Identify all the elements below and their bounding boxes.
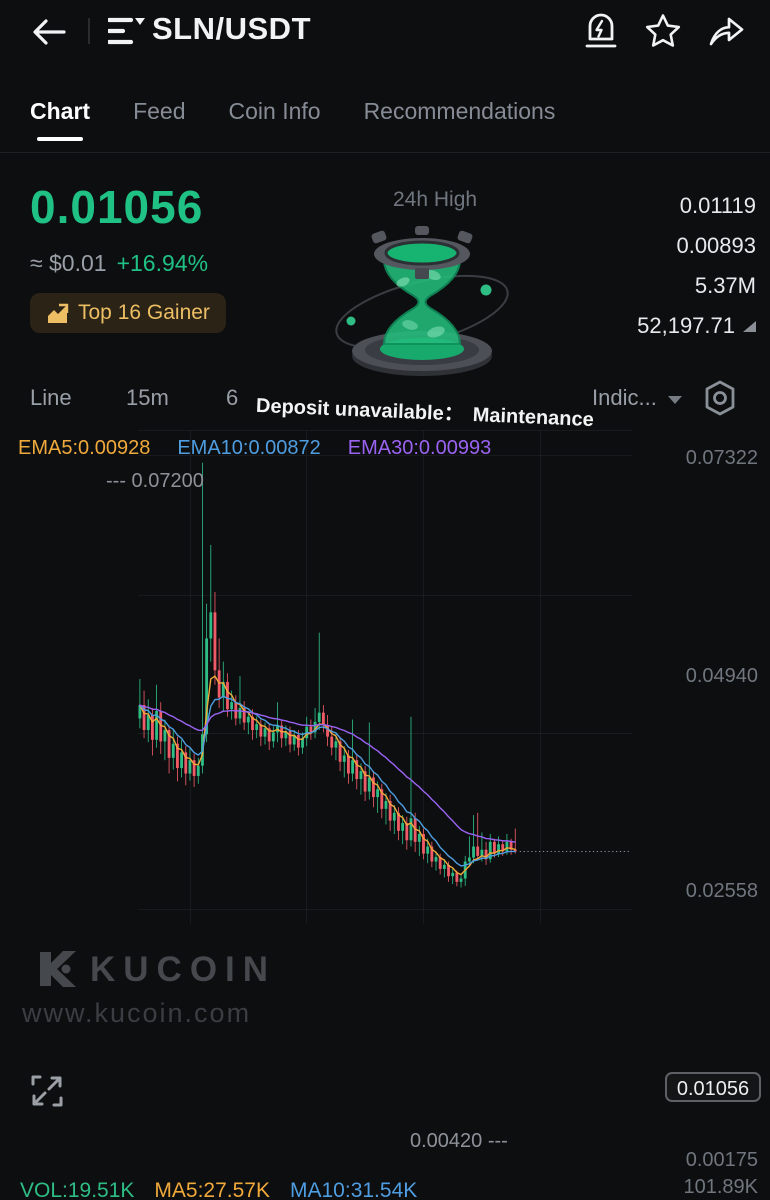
axis-price-2: 0.04940 [685, 665, 758, 687]
stats-column: 0.01119 0.00893 5.37M 52,197.71 [637, 186, 756, 346]
kucoin-watermark-text: KUCOIN [90, 950, 277, 989]
stat-24h-turnover-value: 52,197.71 [637, 306, 756, 346]
tab-coin-info[interactable]: Coin Info [228, 98, 321, 124]
current-price-tag: 0.01056 [665, 1072, 761, 1102]
interval-button[interactable]: 15m [126, 385, 169, 410]
legend-ema30: EMA30:0.00993 [347, 437, 492, 459]
volume-indicator-row: VOL:19.51K MA5:27.57K MA10:31.54K [20, 1179, 417, 1200]
ema-legend: EMA5:0.00928 EMA10:0.00872 EMA30:0.00993 [18, 437, 491, 460]
share-icon[interactable] [707, 12, 747, 50]
deposit-maintenance-notice: Deposit unavailable： Maintenance [256, 389, 595, 432]
turnover-expand-icon[interactable] [743, 320, 756, 332]
top-gainer-badge[interactable]: Top 16 Gainer [30, 293, 226, 333]
change-percent: +16.94% [116, 250, 209, 276]
tabs-divider [0, 152, 770, 153]
tab-bar: Chart Feed Coin Info Recommendations [30, 98, 556, 141]
last-price: 0.01056 [30, 181, 204, 233]
chart-type-button[interactable]: Line [30, 385, 72, 410]
favorite-star-icon[interactable] [644, 13, 682, 49]
stat-24h-low-value: 0.00893 [676, 233, 756, 258]
topbar-divider [88, 18, 90, 44]
badge-label: Top 16 Gainer [78, 301, 210, 324]
stat-24h-volume-value: 5.37M [694, 273, 756, 298]
back-arrow-icon[interactable] [28, 13, 68, 51]
kucoin-watermark-url: www.kucoin.com [22, 998, 252, 1028]
fiat-value: ≈ $0.01 [30, 250, 107, 276]
axis-price-3: 0.02558 [685, 880, 758, 902]
axis-price-4: 0.00175 [685, 1149, 758, 1171]
vol-ma5: MA5:27.57K [154, 1179, 270, 1200]
kucoin-logo-icon [40, 951, 76, 987]
notice-text: Maintenance [472, 404, 595, 432]
axis-volume-max: 101.89K [683, 1176, 758, 1198]
maintenance-hourglass-illustration [335, 226, 509, 376]
chart-settings-icon[interactable] [699, 377, 741, 419]
tab-feed[interactable]: Feed [133, 98, 186, 124]
candlestick-chart[interactable] [0, 430, 770, 1200]
session-low-label: 0.00420 --- [410, 1130, 508, 1152]
stat-label-24h-high: 24h High [393, 188, 478, 211]
fullscreen-expand-icon[interactable] [26, 1070, 68, 1112]
markets-menu-icon[interactable] [108, 17, 148, 47]
stat-24h-high-value: 0.01119 [679, 193, 756, 218]
indicator-dropdown[interactable]: Indic... [592, 385, 682, 411]
active-tab-underline [37, 137, 84, 141]
legend-ema10: EMA10:0.00872 [177, 437, 321, 459]
pair-title: SLN/USDT [152, 11, 311, 46]
fiat-and-change: ≈ $0.01 +16.94% [30, 250, 208, 277]
vol-value: VOL:19.51K [20, 1179, 135, 1200]
session-high-label: --- 0.07200 [106, 470, 204, 492]
tab-chart[interactable]: Chart [30, 98, 90, 141]
legend-ema5: EMA5:0.00928 [18, 437, 151, 459]
axis-price-1: 0.07322 [685, 447, 758, 469]
price-alert-icon[interactable] [583, 10, 619, 52]
trending-up-icon [48, 303, 69, 323]
tab-recommendations[interactable]: Recommendations [363, 98, 556, 124]
vol-ma10: MA10:31.54K [290, 1179, 418, 1200]
notice-bold: Deposit unavailable： [255, 394, 465, 426]
depth-button[interactable]: 6 [226, 385, 239, 410]
chevron-down-icon [667, 395, 682, 404]
